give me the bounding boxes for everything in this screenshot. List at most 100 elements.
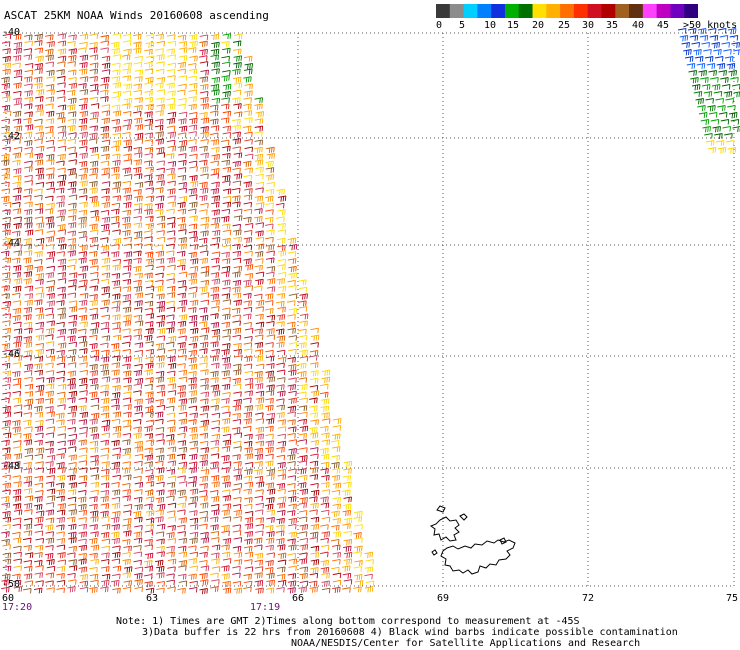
wind-barb: [732, 126, 740, 132]
wind-barb: [200, 216, 210, 223]
wind-barb: [68, 194, 78, 200]
time-label: 17:19: [250, 602, 281, 613]
wind-barb: [101, 461, 110, 468]
wind-barb: [57, 258, 67, 265]
wind-barb: [100, 447, 110, 454]
colorbar-swatch: [463, 4, 478, 18]
wind-barb: [79, 33, 89, 40]
wind-barb: [133, 496, 143, 503]
wind-barb: [243, 201, 253, 208]
wind-barb: [210, 404, 219, 411]
wind-barb: [199, 250, 209, 257]
wind-barb: [144, 180, 153, 187]
wind-barb: [23, 559, 32, 566]
wind-barb: [23, 341, 33, 349]
wind-barb: [232, 279, 242, 287]
wind-barb: [45, 327, 55, 335]
wind-barb: [342, 523, 351, 530]
colorbar-swatch: [656, 4, 671, 18]
wind-barb: [243, 503, 253, 510]
wind-barb: [45, 103, 54, 109]
wind-barb: [122, 187, 131, 194]
wind-barb: [166, 68, 176, 75]
wind-barb: [189, 433, 198, 440]
wind-barb: [112, 474, 121, 481]
wind-barb: [156, 40, 165, 47]
wind-barb: [122, 306, 132, 313]
wind-barb: [100, 210, 110, 216]
wind-barb: [210, 377, 219, 384]
wind-barb: [188, 370, 197, 377]
wind-barb: [134, 202, 143, 209]
wind-barb: [177, 279, 187, 286]
lat-lon-grid: [5, 32, 735, 587]
wind-barb: [145, 377, 154, 384]
wind-barb: [68, 272, 78, 279]
wind-barb: [12, 341, 22, 348]
wind-barb: [89, 68, 99, 75]
wind-barb: [79, 321, 88, 328]
wind-barb: [35, 490, 44, 496]
wind-barb: [166, 579, 175, 586]
wind-barb: [703, 91, 713, 97]
colorbar-swatch: [684, 4, 698, 18]
wind-barb: [112, 453, 121, 460]
wind-barb: [90, 103, 100, 109]
wind-barb: [133, 62, 143, 68]
wind-barb: [155, 565, 165, 573]
wind-barb: [244, 264, 254, 271]
wind-barb: [232, 195, 241, 202]
wind-barb: [46, 167, 55, 173]
wind-barb: [101, 299, 110, 306]
wind-barb: [199, 412, 209, 419]
wind-barb: [1, 586, 10, 593]
wind-barb: [46, 41, 55, 48]
wind-barb: [56, 356, 66, 363]
wind-barb: [45, 181, 55, 188]
wind-barb: [276, 369, 286, 376]
wind-barb: [188, 230, 198, 237]
wind-barb: [56, 215, 65, 222]
wind-barb: [200, 271, 210, 277]
wind-barb: [309, 377, 319, 384]
wind-barb: [46, 300, 56, 307]
wind-barb: [101, 167, 110, 174]
wind-barb: [243, 573, 252, 580]
wind-barb: [1, 90, 11, 97]
wind-barb: [342, 587, 351, 593]
wind-barb: [255, 271, 265, 278]
wind-barb: [79, 201, 88, 208]
wind-barb: [155, 454, 165, 462]
wind-barb: [90, 404, 100, 410]
wind-barb: [177, 531, 186, 537]
wind-barb: [132, 418, 142, 425]
wind-barb: [79, 348, 88, 355]
wind-barb: [156, 538, 165, 545]
wind-barb: [57, 467, 66, 474]
wind-barb: [254, 139, 264, 146]
wind-barb: [188, 124, 198, 131]
wind-barb: [2, 138, 11, 145]
wind-barb: [167, 426, 176, 433]
wind-barb: [46, 320, 55, 327]
wind-barb: [188, 160, 198, 167]
wind-barb: [209, 489, 219, 496]
wind-barb: [156, 321, 165, 328]
wind-barb: [265, 453, 274, 460]
wind-barb: [310, 327, 319, 334]
wind-barb: [79, 279, 88, 286]
wind-barb: [156, 293, 165, 300]
wind-barb: [288, 397, 297, 404]
lat-label: -44: [2, 238, 21, 249]
wind-barb: [713, 49, 722, 55]
wind-barb: [2, 565, 12, 572]
wind-barb: [123, 174, 133, 180]
wind-barb: [233, 33, 243, 40]
wind-barb: [231, 427, 241, 433]
wind-barb: [1, 82, 11, 90]
wind-barb: [243, 216, 252, 223]
wind-barb: [199, 48, 208, 56]
wind-barb: [122, 370, 132, 377]
wind-barb: [211, 509, 220, 516]
wind-barb: [210, 341, 219, 348]
